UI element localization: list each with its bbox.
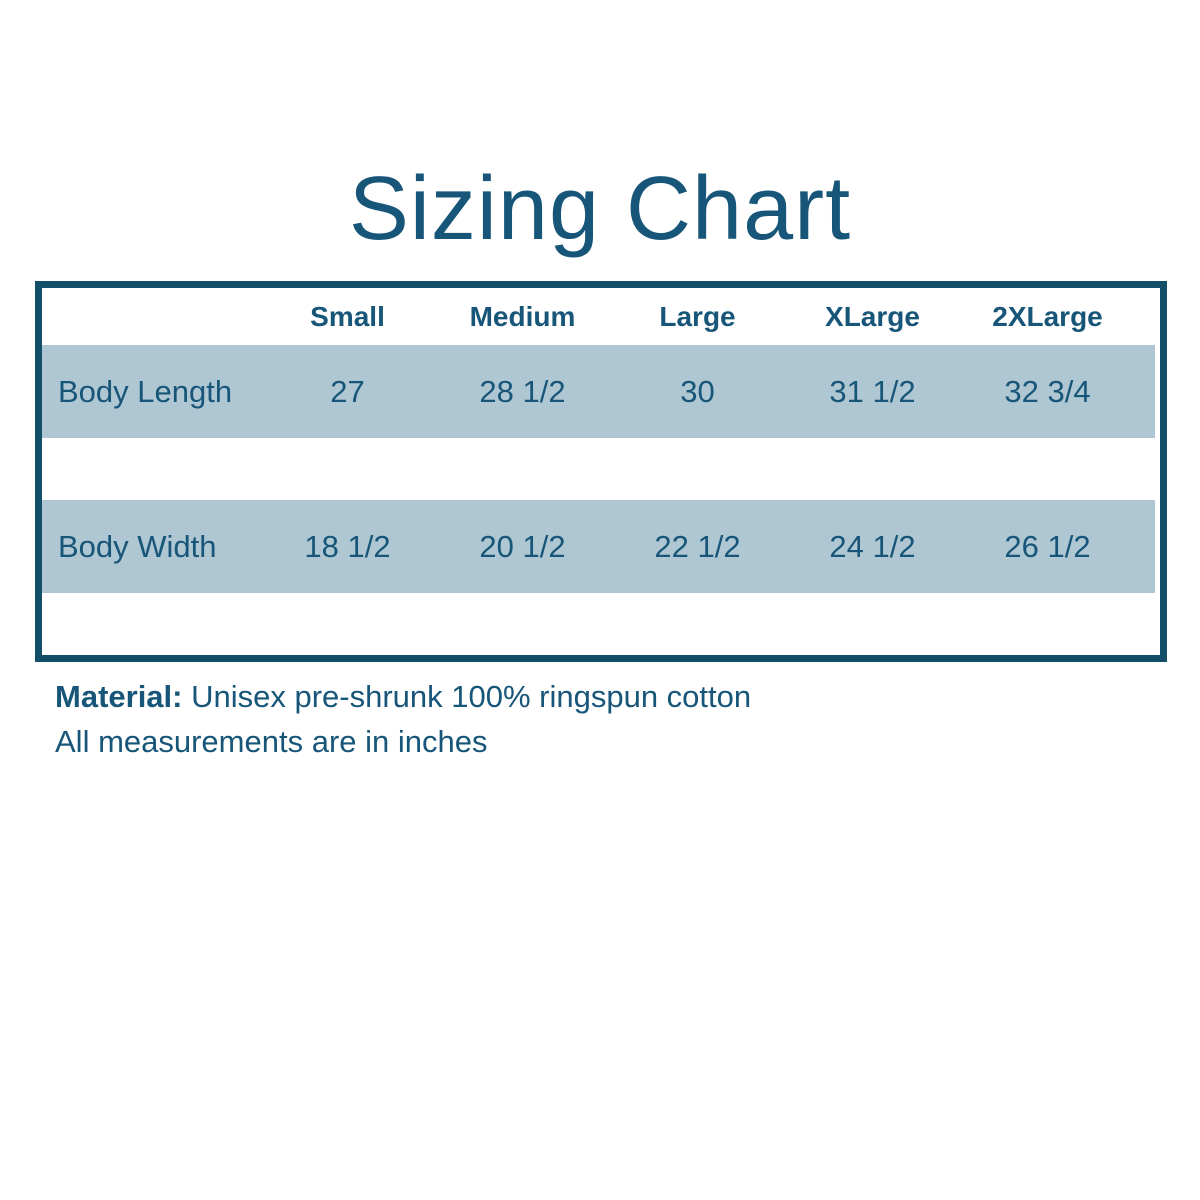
table-row-body-length: Body Length 27 28 1/2 30 31 1/2 32 3/4 xyxy=(42,345,1160,438)
body-width-small: 18 1/2 xyxy=(304,528,391,564)
sizing-table: Small Medium Large XLarge 2XLarge Body L… xyxy=(35,281,1167,662)
table-spacer-row xyxy=(42,593,1160,655)
body-length-small: 27 xyxy=(330,373,365,409)
page-title: Sizing Chart xyxy=(348,159,852,259)
table-row-body-width: Body Width 18 1/2 20 1/2 22 1/2 24 1/2 2… xyxy=(42,500,1160,593)
column-header-2xlarge: 2XLarge xyxy=(992,300,1103,332)
material-note: Material: Unisex pre-shrunk 100% ringspu… xyxy=(55,674,751,719)
table-header-row: Small Medium Large XLarge 2XLarge xyxy=(42,288,1160,345)
body-width-2xlarge: 26 1/2 xyxy=(1004,528,1091,564)
body-length-large: 30 xyxy=(680,373,715,409)
column-header-medium: Medium xyxy=(469,300,576,332)
material-label: Material: xyxy=(55,679,183,714)
body-length-xlarge: 31 1/2 xyxy=(829,373,916,409)
body-length-2xlarge: 32 3/4 xyxy=(1004,373,1091,409)
row-label-body-length: Body Length xyxy=(58,373,233,409)
body-length-medium: 28 1/2 xyxy=(479,373,566,409)
table-spacer-row xyxy=(42,438,1160,500)
material-value: Unisex pre-shrunk 100% ringspun cotton xyxy=(182,679,752,714)
column-header-large: Large xyxy=(659,300,736,332)
column-header-xlarge: XLarge xyxy=(825,300,920,332)
body-width-large: 22 1/2 xyxy=(654,528,741,564)
measurements-note: All measurements are in inches xyxy=(55,724,488,759)
notes-block: Material: Unisex pre-shrunk 100% ringspu… xyxy=(55,674,751,764)
column-header-small: Small xyxy=(310,300,385,332)
body-width-xlarge: 24 1/2 xyxy=(829,528,916,564)
row-label-body-width: Body Width xyxy=(58,528,217,564)
body-width-medium: 20 1/2 xyxy=(479,528,566,564)
